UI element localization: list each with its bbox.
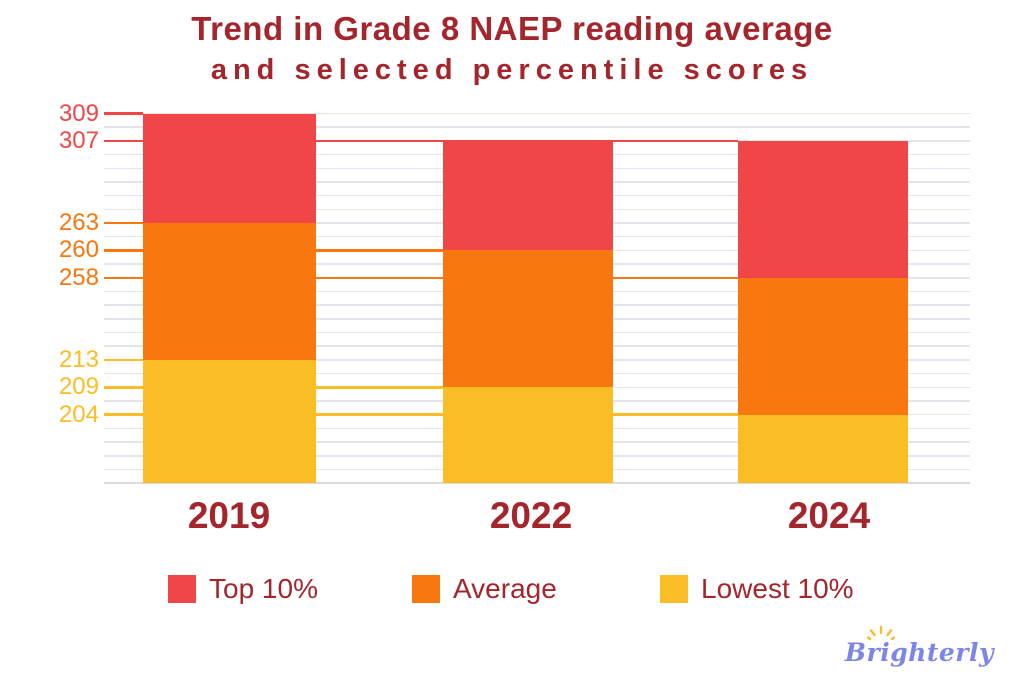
y-tick-label: 213 — [58, 345, 99, 373]
logo-text: Brighterly — [844, 638, 994, 667]
bar-segment-lowest-10 — [738, 414, 908, 484]
y-tick-label: 258 — [58, 263, 99, 291]
legend-item-lowest-10: Lowest 10% — [660, 573, 854, 605]
bar-segment-top-10 — [143, 113, 316, 224]
y-tick-label: 309 — [58, 99, 99, 127]
legend-label-lowest-10: Lowest 10% — [701, 573, 854, 604]
y-tick-line — [104, 276, 738, 280]
x-axis-baseline — [104, 482, 970, 485]
y-tick-label: 263 — [58, 209, 99, 237]
legend-item-average: Average — [412, 573, 557, 605]
x-axis-label: 2019 — [187, 495, 271, 536]
chart-title-line1: Trend in Grade 8 NAEP reading average — [191, 10, 833, 47]
legend-label-top-10: Top 10% — [209, 573, 318, 604]
y-tick-line — [104, 221, 143, 225]
y-tick-label: 209 — [58, 373, 99, 401]
y-tick-label: 307 — [58, 126, 99, 154]
x-axis-label: 2022 — [489, 495, 573, 536]
chart-title-line2: and selected percentile scores — [210, 54, 814, 86]
sun-rays-icon — [866, 625, 895, 641]
y-tick-line — [104, 358, 143, 362]
bar-segment-lowest-10 — [143, 359, 316, 484]
bar-segment-average — [443, 250, 613, 388]
y-tick-label: 260 — [58, 236, 99, 264]
legend-label-average: Average — [453, 573, 557, 604]
legend-swatch-average-icon — [412, 575, 440, 603]
y-tick-line — [104, 139, 738, 143]
bar-segment-average — [143, 223, 316, 360]
bar-segment-lowest-10 — [443, 387, 613, 484]
y-tick-line — [104, 413, 738, 416]
brighterly-logo: Brighterly — [845, 625, 994, 667]
legend-swatch-top-10-icon — [168, 575, 196, 603]
bar-segment-top-10 — [738, 140, 908, 278]
y-tick-line — [104, 112, 143, 115]
y-tick-label: 204 — [58, 400, 99, 428]
bar-segment-top-10 — [443, 140, 613, 251]
grid-line — [104, 126, 970, 128]
legend-swatch-lowest-10-icon — [660, 575, 688, 603]
grid-line — [104, 112, 970, 115]
legend-item-top-10: Top 10% — [168, 573, 318, 605]
chart-title: Trend in Grade 8 NAEP reading average an… — [0, 10, 1024, 87]
x-axis-label: 2024 — [787, 495, 871, 536]
bar-segment-average — [738, 277, 908, 415]
